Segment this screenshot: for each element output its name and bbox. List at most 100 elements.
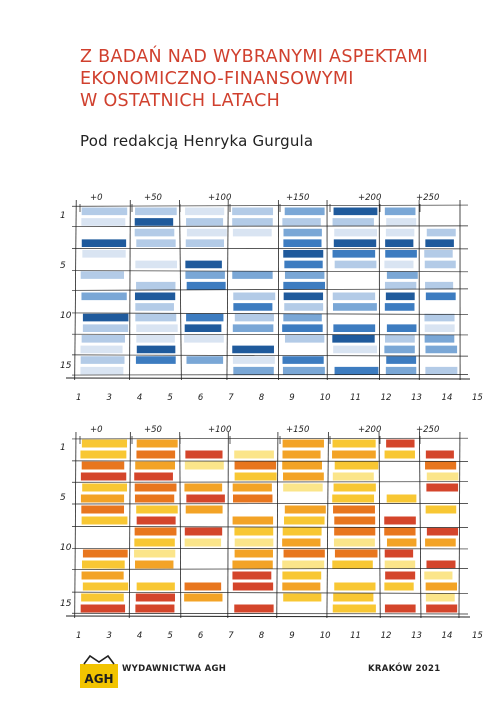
sketch-row-line [71, 437, 469, 440]
bottom-axis-label: 3 [106, 631, 111, 641]
grid-cell [234, 604, 274, 613]
grid-cell [425, 593, 455, 602]
grid-cell [284, 207, 325, 216]
grid-cell [283, 228, 322, 237]
grid-cell [185, 505, 223, 514]
grid-cell [134, 483, 177, 492]
bottom-axis-label: 15 [472, 393, 483, 403]
grid-cell [283, 239, 322, 247]
logo-text: AGH [84, 672, 113, 686]
grid-cell [184, 582, 222, 591]
grid-cell [386, 218, 417, 226]
grid-cell [384, 303, 415, 311]
bottom-axis-label: 5 [167, 631, 172, 641]
grid-cell [233, 366, 274, 375]
grid-cell [384, 527, 416, 536]
top-axis-label: +50 [144, 193, 162, 203]
sketch-col-line [179, 431, 182, 619]
grid-cell [186, 494, 225, 503]
grid-cell [185, 239, 224, 247]
grid-cell [184, 538, 222, 547]
bottom-axis-label: 6 [198, 631, 204, 641]
sketch-row-line [71, 567, 469, 570]
grid-cell [283, 472, 324, 481]
grid-cell [385, 366, 417, 375]
grid-cell [234, 472, 277, 481]
grid-cell [283, 483, 323, 492]
grid-cell [332, 604, 376, 613]
bottom-axis-label: 8 [259, 393, 265, 403]
grid-cell [426, 228, 456, 237]
bottom-axis-label: 7 [228, 631, 234, 641]
bottom-axis-label: 10 [320, 631, 331, 641]
grid-cell [185, 260, 222, 269]
sketch-row-line [71, 204, 469, 207]
warm-grid-illustration: +0 +50 +100 +150 +200 +250 1 5 10 15 1 3 4 5 6 7 8 9 10 11 1… [40, 418, 500, 644]
grid-cell [185, 450, 223, 459]
top-axis-label: +100 [208, 425, 231, 435]
grid-cell [184, 593, 223, 602]
left-axis-label: 15 [60, 361, 72, 371]
grid-cell [234, 549, 273, 558]
grid-cell [424, 571, 453, 580]
grid-cell [283, 292, 324, 301]
left-axis-label: 10 [60, 543, 72, 553]
grid-cell [332, 560, 373, 569]
grid-cell [232, 228, 272, 237]
sketch-row-line [71, 225, 469, 227]
grid-cell [333, 207, 378, 216]
bottom-axis-label: 6 [198, 393, 204, 403]
grid-cell [233, 292, 276, 301]
grid-cell [333, 345, 378, 354]
sketch-col-line [74, 431, 77, 619]
grid-cell [384, 207, 416, 216]
grid-cell [386, 271, 418, 279]
grid-cell [282, 218, 321, 226]
grid-cell [232, 356, 275, 364]
grid-cell [81, 571, 124, 580]
bottom-axis-label: 1 [76, 631, 81, 641]
grid-cell [232, 324, 274, 332]
grid-cell [426, 560, 456, 569]
bottom-axis-label: 7 [228, 393, 234, 403]
publisher-name: WYDAWNICTWA AGH [122, 664, 227, 674]
sketch-row-line [71, 374, 469, 376]
bottom-axis-label: 14 [442, 393, 453, 403]
grid-cell [424, 313, 455, 322]
grid-cell [386, 494, 417, 503]
grid-cell [334, 549, 378, 558]
sketch-row-line [71, 270, 469, 273]
grid-cell [425, 292, 456, 301]
grid-cell [80, 345, 123, 354]
grid-cell [81, 335, 125, 343]
grid-cell [184, 324, 222, 332]
sketch-col-line [179, 199, 182, 381]
grid-cell [134, 292, 176, 301]
grid-cell [232, 483, 272, 492]
grid-cell [334, 527, 376, 536]
grid-cell [425, 366, 458, 375]
grid-cell [135, 313, 177, 322]
grid-cell [283, 593, 322, 602]
grid-cell [232, 345, 274, 354]
left-axis-label: 5 [60, 493, 66, 503]
grid-cell [334, 228, 377, 237]
grid-cell [136, 582, 175, 591]
bottom-axis-label: 9 [289, 631, 294, 641]
grid-cell [333, 324, 376, 332]
grid-cell [334, 516, 376, 525]
grid-cell [332, 494, 375, 503]
editor-line: Pod redakcją Henryka Gurgula [80, 132, 314, 150]
top-axis-label: +200 [358, 425, 381, 435]
sketch-row-line [71, 503, 469, 505]
bottom-axis-label: 9 [289, 393, 294, 403]
grid-cell [232, 582, 274, 591]
grid-cell [386, 324, 417, 332]
grid-cell [426, 604, 458, 613]
grid-cell [233, 494, 273, 503]
grid-cell [81, 439, 128, 448]
grid-cell [282, 538, 321, 547]
grid-cell [136, 239, 176, 247]
grid-cell [136, 439, 178, 448]
